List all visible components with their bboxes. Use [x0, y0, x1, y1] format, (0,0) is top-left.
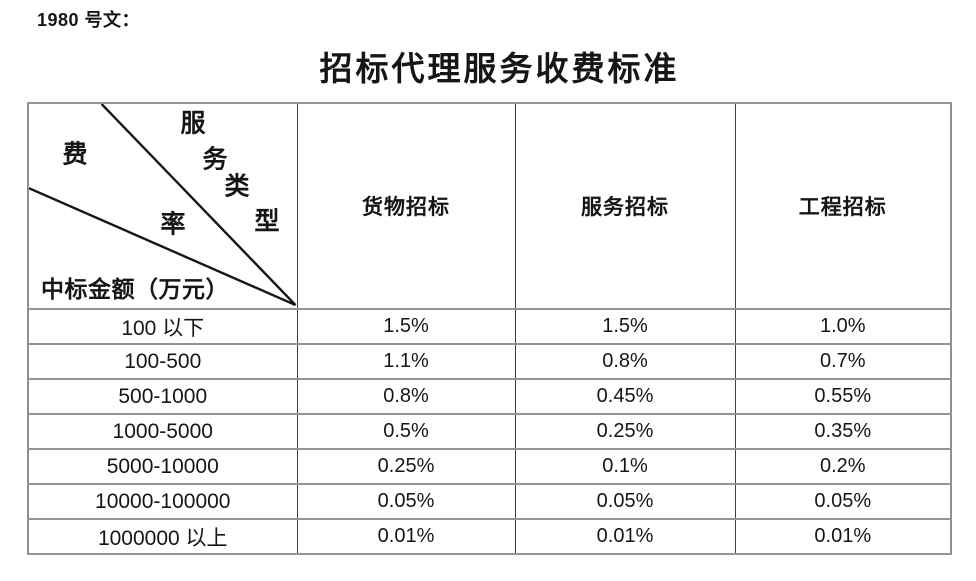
- header-row: 费 率 服 务 类 型 中标金额（万元） 货物招标 服务招标 工程招标: [27, 102, 952, 310]
- fee-rate-value: 0.8%: [296, 378, 516, 415]
- table-body: 100 以下 1.5% 1.5% 1.0% 100-500 1.1% 0.8% 0.7% 500…: [27, 308, 952, 555]
- fee-rate-value: 0.01%: [296, 518, 516, 555]
- corner-label-service-char: 务: [202, 146, 228, 174]
- corner-label-service-char: 型: [254, 208, 280, 236]
- row-label-bid-amount-range: 1000-5000: [27, 413, 298, 450]
- row-label-bid-amount-range: 5000-10000: [27, 448, 298, 485]
- row-label-bid-amount-range: 100 以下: [27, 308, 298, 345]
- corner-label-service-char: 服: [180, 110, 206, 138]
- table-row: 500-1000 0.8% 0.45% 0.55%: [27, 378, 952, 415]
- column-header-service-bidding: 服务招标: [514, 102, 736, 310]
- fee-rate-value: 0.35%: [734, 413, 952, 450]
- table-row: 100 以下 1.5% 1.5% 1.0%: [27, 308, 952, 345]
- fee-rate-value: 0.55%: [734, 378, 952, 415]
- title-container: 招标代理服务收费标准: [27, 42, 950, 90]
- table-row: 1000-5000 0.5% 0.25% 0.35%: [27, 413, 952, 450]
- corner-header-cell: 费 率 服 务 类 型 中标金额（万元）: [27, 102, 298, 310]
- fee-rate-value: 0.05%: [734, 483, 952, 520]
- fee-rate-value: 0.5%: [296, 413, 516, 450]
- fee-rate-value: 0.7%: [734, 343, 952, 380]
- corner-label-rate-char: 率: [160, 211, 186, 239]
- fee-rate-value: 0.05%: [514, 483, 736, 520]
- fee-rate-value: 0.1%: [514, 448, 736, 485]
- corner-label-bid-amount: 中标金额（万元）: [41, 277, 229, 302]
- fee-rate-value: 1.1%: [296, 343, 516, 380]
- fee-rate-value: 0.45%: [514, 378, 736, 415]
- row-label-bid-amount-range: 10000-100000: [27, 483, 298, 520]
- column-header-project-bidding: 工程招标: [734, 102, 952, 310]
- fee-rate-value: 0.25%: [296, 448, 516, 485]
- table-row: 10000-100000 0.05% 0.05% 0.05%: [27, 483, 952, 520]
- fee-rate-value: 0.01%: [514, 518, 736, 555]
- row-label-bid-amount-range: 100-500: [27, 343, 298, 380]
- fee-rate-value: 1.0%: [734, 308, 952, 345]
- fee-standard-table: 费 率 服 务 类 型 中标金额（万元） 货物招标 服务招标 工程招标 100 …: [27, 102, 952, 555]
- table-row: 100-500 1.1% 0.8% 0.7%: [27, 343, 952, 380]
- table-row: 1000000 以上 0.01% 0.01% 0.01%: [27, 518, 952, 555]
- row-label-bid-amount-range: 1000000 以上: [27, 518, 298, 555]
- column-header-goods-bidding: 货物招标: [296, 102, 516, 310]
- fee-rate-value: 0.05%: [296, 483, 516, 520]
- fee-rate-value: 1.5%: [514, 308, 736, 345]
- page-title: 招标代理服务收费标准: [319, 52, 680, 88]
- corner-label-service-char: 类: [224, 173, 250, 201]
- row-label-bid-amount-range: 500-1000: [27, 378, 298, 415]
- diagonal-divider-lines: [29, 104, 297, 307]
- table-row: 5000-10000 0.25% 0.1% 0.2%: [27, 448, 952, 485]
- fee-rate-value: 0.8%: [514, 343, 736, 380]
- fee-rate-value: 0.25%: [514, 413, 736, 450]
- corner-label-fee-char: 费: [62, 141, 88, 169]
- fee-rate-value: 0.01%: [734, 518, 952, 555]
- document-number: 1980 号文：: [37, 10, 141, 30]
- fee-rate-value: 0.2%: [734, 448, 952, 485]
- fee-rate-value: 1.5%: [296, 308, 516, 345]
